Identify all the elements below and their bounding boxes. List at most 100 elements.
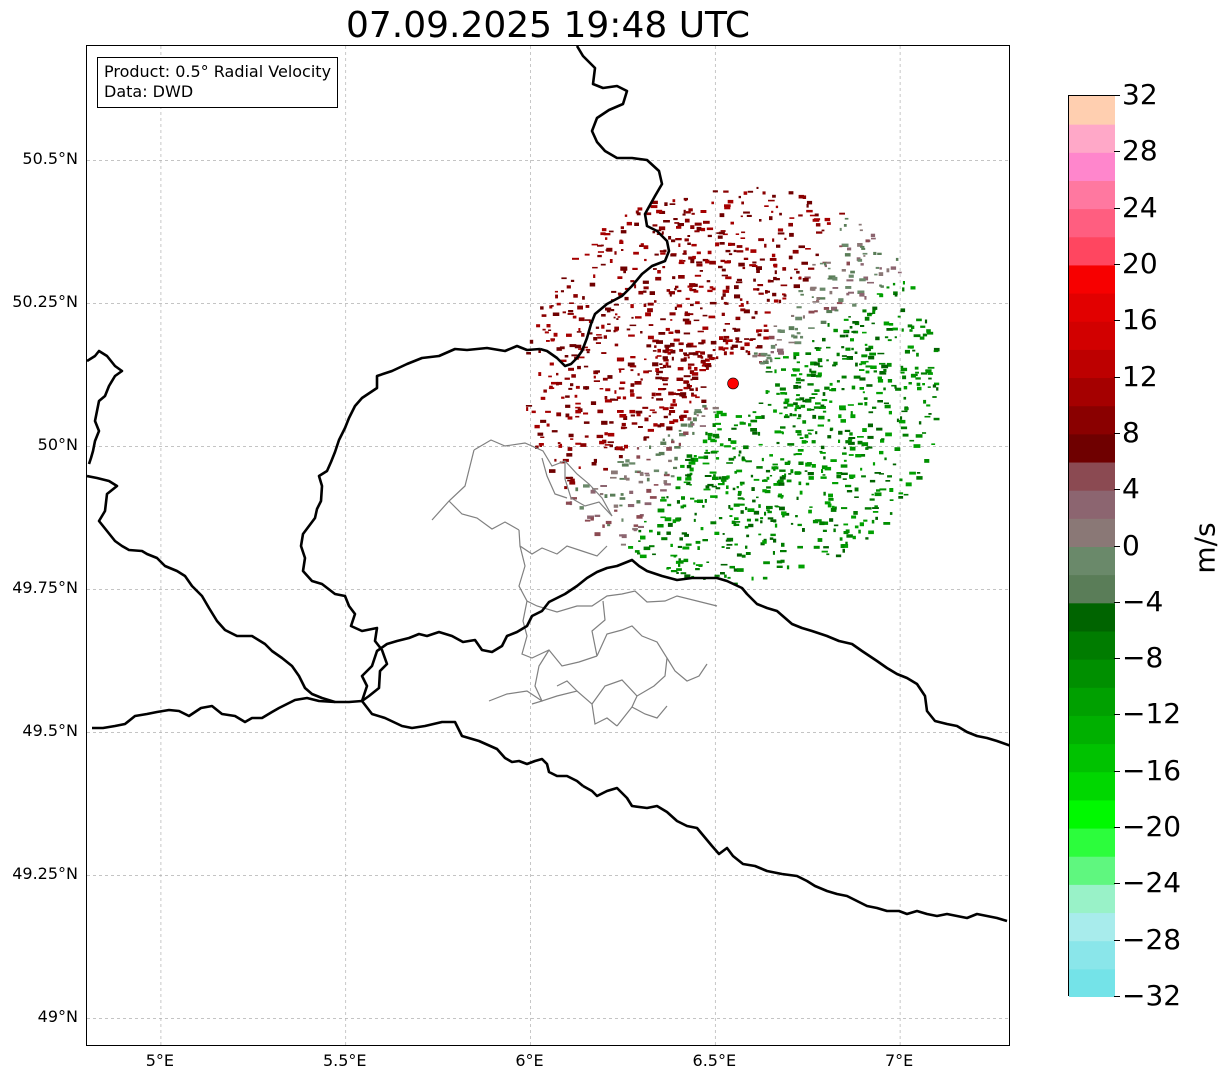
echo-pixel [796, 496, 799, 500]
echo-pixel [599, 388, 604, 390]
echo-pixel [686, 481, 691, 486]
echo-pixel [867, 312, 871, 317]
echo-pixel [722, 533, 725, 535]
echo-pixel [814, 389, 820, 392]
echo-pixel [596, 434, 604, 439]
echo-pixel [690, 225, 695, 229]
echo-pixel [692, 458, 699, 462]
echo-pixel [900, 367, 908, 372]
colorbar-segment [1069, 912, 1115, 942]
echo-pixel [855, 454, 862, 458]
echo-pixel [733, 249, 737, 253]
colorbar-tick [1114, 883, 1120, 885]
echo-pixel [738, 450, 742, 454]
colorbar-segment [1069, 574, 1115, 604]
echo-pixel [549, 305, 553, 309]
echo-pixel [556, 302, 561, 306]
echo-pixel [812, 519, 819, 524]
echo-pixel [658, 451, 665, 456]
echo-pixel [866, 384, 873, 387]
echo-pixel [616, 396, 621, 399]
echo-pixel [781, 475, 785, 477]
echo-pixel [589, 282, 596, 287]
echo-pixel [738, 503, 745, 506]
echo-pixel [637, 552, 641, 555]
echo-pixel [757, 354, 761, 357]
echo-pixel [747, 508, 755, 512]
echo-pixel [667, 434, 671, 437]
echo-pixel [640, 331, 643, 334]
echo-pixel [718, 265, 723, 269]
echo-pixel [848, 454, 854, 456]
echo-pixel [774, 357, 781, 360]
echo-pixel [583, 412, 589, 415]
echo-pixel [784, 237, 787, 240]
echo-pixel [678, 342, 684, 346]
colorbar-tick [1114, 432, 1120, 434]
echo-pixel [773, 483, 781, 486]
echo-pixel [857, 402, 863, 406]
echo-pixel [772, 551, 775, 555]
echo-pixel [571, 354, 578, 357]
echo-pixel [778, 479, 784, 483]
echo-pixel [804, 276, 811, 279]
echo-pixel [843, 330, 848, 333]
echo-pixel [924, 459, 930, 463]
echo-pixel [808, 310, 815, 314]
colorbar-segment [1069, 687, 1115, 716]
echo-pixel [763, 336, 769, 340]
echo-pixel [876, 489, 881, 492]
echo-pixel [729, 565, 735, 569]
echo-pixel [720, 259, 725, 263]
echo-pixel [723, 347, 729, 350]
echo-pixel [571, 374, 576, 378]
echo-pixel [543, 389, 547, 393]
echo-pixel [802, 195, 807, 199]
echo-pixel [675, 238, 682, 241]
echo-pixel [677, 545, 682, 548]
echo-pixel [619, 534, 623, 537]
echo-pixel [689, 472, 693, 476]
echo-pixel [903, 386, 908, 390]
echo-pixel [689, 484, 692, 486]
echo-pixel [818, 406, 825, 409]
echo-pixel [603, 335, 607, 339]
echo-pixel [712, 406, 719, 410]
echo-pixel [686, 383, 690, 388]
echo-pixel [802, 399, 807, 403]
echo-pixel [775, 205, 779, 209]
echo-pixel [800, 404, 806, 408]
echo-pixel [719, 213, 725, 218]
echo-pixel [775, 278, 780, 281]
colorbar-tick-label: −16 [1122, 753, 1182, 787]
echo-pixel [761, 457, 764, 462]
echo-pixel [927, 366, 935, 369]
echo-pixel [712, 476, 719, 480]
echo-pixel [670, 543, 673, 547]
echo-pixel [843, 447, 847, 450]
echo-pixel [888, 410, 892, 415]
echo-pixel [895, 257, 899, 261]
echo-pixel [823, 491, 826, 496]
echo-pixel [924, 319, 928, 324]
echo-pixel [796, 270, 800, 274]
echo-pixel [731, 242, 736, 246]
echo-pixel [901, 328, 904, 332]
echo-pixel [578, 348, 582, 350]
echo-pixel [721, 546, 725, 548]
radar-map[interactable] [86, 45, 1010, 1046]
echo-pixel [648, 324, 654, 326]
echo-pixel [631, 316, 634, 319]
echo-pixel [747, 350, 751, 354]
echo-pixel [605, 307, 612, 311]
echo-pixel [662, 438, 665, 441]
echo-pixel [783, 406, 788, 409]
echo-pixel [738, 262, 745, 267]
echo-pixel [572, 315, 577, 319]
echo-pixel [561, 396, 565, 399]
echo-pixel [575, 409, 582, 414]
echo-pixel [594, 532, 601, 537]
echo-pixel [902, 281, 905, 285]
echo-pixel [790, 469, 794, 474]
echo-pixel [693, 562, 696, 565]
